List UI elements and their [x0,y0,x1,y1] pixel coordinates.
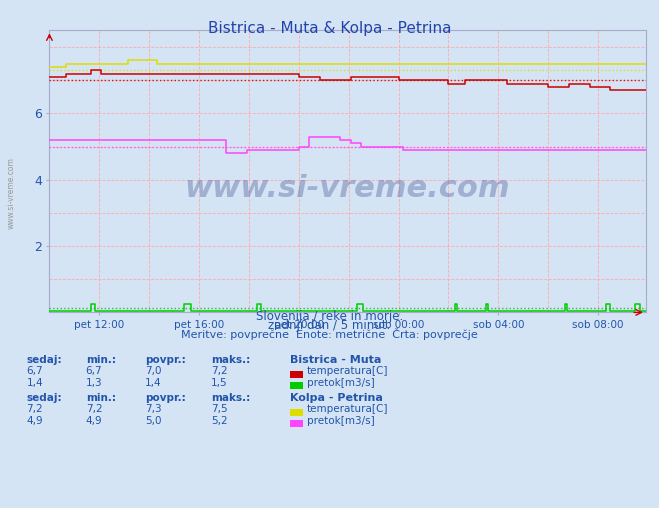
Text: 4,9: 4,9 [86,416,102,426]
Text: pretok[m3/s]: pretok[m3/s] [307,377,375,388]
Text: Bistrica - Muta: Bistrica - Muta [290,355,382,365]
Text: 7,2: 7,2 [26,404,43,415]
Text: maks.:: maks.: [211,355,250,365]
Text: 1,5: 1,5 [211,377,227,388]
Text: 6,7: 6,7 [26,366,43,376]
Text: maks.:: maks.: [211,393,250,403]
Text: temperatura[C]: temperatura[C] [307,404,389,415]
Text: 1,4: 1,4 [145,377,161,388]
Text: 7,0: 7,0 [145,366,161,376]
Text: zadnji dan / 5 minut.: zadnji dan / 5 minut. [268,319,391,332]
Text: temperatura[C]: temperatura[C] [307,366,389,376]
Text: 6,7: 6,7 [86,366,102,376]
Text: 4,9: 4,9 [26,416,43,426]
Text: povpr.:: povpr.: [145,355,186,365]
Text: pretok[m3/s]: pretok[m3/s] [307,416,375,426]
Text: 1,4: 1,4 [26,377,43,388]
Text: 7,2: 7,2 [211,366,227,376]
Text: Bistrica - Muta & Kolpa - Petrina: Bistrica - Muta & Kolpa - Petrina [208,21,451,37]
Text: 5,0: 5,0 [145,416,161,426]
Text: povpr.:: povpr.: [145,393,186,403]
Text: 5,2: 5,2 [211,416,227,426]
Text: min.:: min.: [86,393,116,403]
Text: 7,5: 7,5 [211,404,227,415]
Text: sedaj:: sedaj: [26,355,62,365]
Text: 1,3: 1,3 [86,377,102,388]
Text: 7,2: 7,2 [86,404,102,415]
Text: Kolpa - Petrina: Kolpa - Petrina [290,393,383,403]
Text: min.:: min.: [86,355,116,365]
Text: Meritve: povprečne  Enote: metrične  Črta: povprečje: Meritve: povprečne Enote: metrične Črta:… [181,328,478,340]
Text: sedaj:: sedaj: [26,393,62,403]
Text: www.si-vreme.com: www.si-vreme.com [7,157,16,229]
Text: www.si-vreme.com: www.si-vreme.com [185,174,511,203]
Text: Slovenija / reke in morje.: Slovenija / reke in morje. [256,310,403,323]
Text: 7,3: 7,3 [145,404,161,415]
